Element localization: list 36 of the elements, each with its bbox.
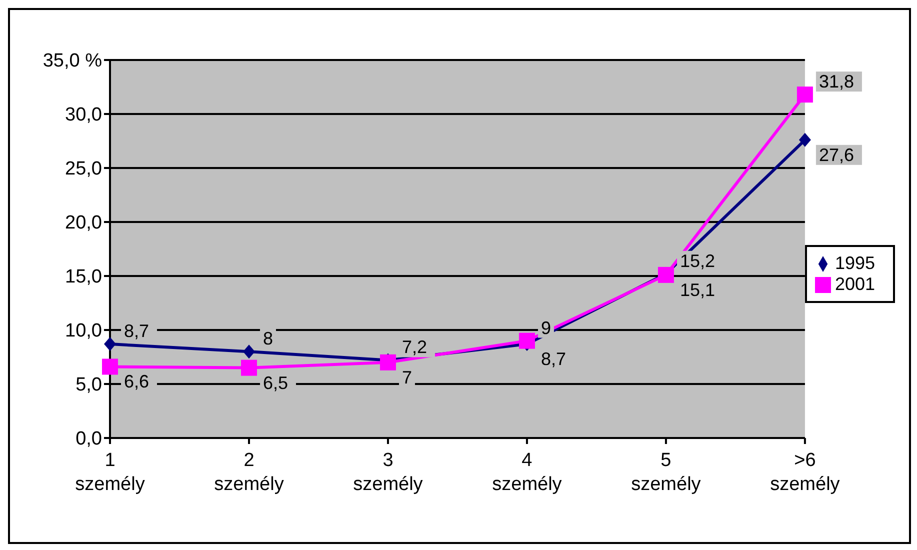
data-label: 7 xyxy=(402,367,412,388)
data-label: 31,8 xyxy=(818,72,854,92)
y-tick-label: 30,0 xyxy=(65,104,102,126)
y-tick-label: 25,0 xyxy=(65,158,102,180)
data-label: 8,7 xyxy=(540,349,566,370)
point xyxy=(104,337,116,352)
point xyxy=(102,358,118,375)
point xyxy=(240,360,257,376)
x-tick-label: 3 személy xyxy=(353,450,424,495)
x-tick-label: 1 személy xyxy=(75,450,146,495)
data-label: 7,2 xyxy=(402,337,428,358)
x-tick-label: 4 személy xyxy=(492,450,562,495)
y-tick-label: 20,0 xyxy=(65,212,102,234)
data-label: 27,6 xyxy=(818,144,854,165)
data-label: 15,1 xyxy=(680,280,716,300)
data-label: 6,5 xyxy=(262,372,288,393)
y-tick-label: 0,0 xyxy=(76,428,102,450)
y-tick-label: 5,0 xyxy=(76,374,102,396)
x-tick-label: 5 személy xyxy=(631,450,702,495)
legend-label: 2001 xyxy=(834,274,875,294)
y-tick-label: 15,0 xyxy=(65,266,102,288)
y-tick-label: 10,0 xyxy=(65,320,102,342)
data-label: 9 xyxy=(540,318,551,338)
point xyxy=(518,332,535,349)
data-label: 8 xyxy=(262,328,274,349)
y-tick-label: 35,0 % xyxy=(42,50,102,72)
data-label: 8,7 xyxy=(124,321,150,342)
data-label: 6,6 xyxy=(124,372,150,392)
point xyxy=(380,354,396,370)
point xyxy=(242,344,255,359)
point xyxy=(798,132,811,147)
data-label: 15,2 xyxy=(680,250,716,271)
x-tick-label: 2 személy xyxy=(214,450,284,495)
x-tick-label: >6 személy xyxy=(770,450,840,495)
point xyxy=(796,86,813,103)
legend-label: 1995 xyxy=(834,253,875,273)
